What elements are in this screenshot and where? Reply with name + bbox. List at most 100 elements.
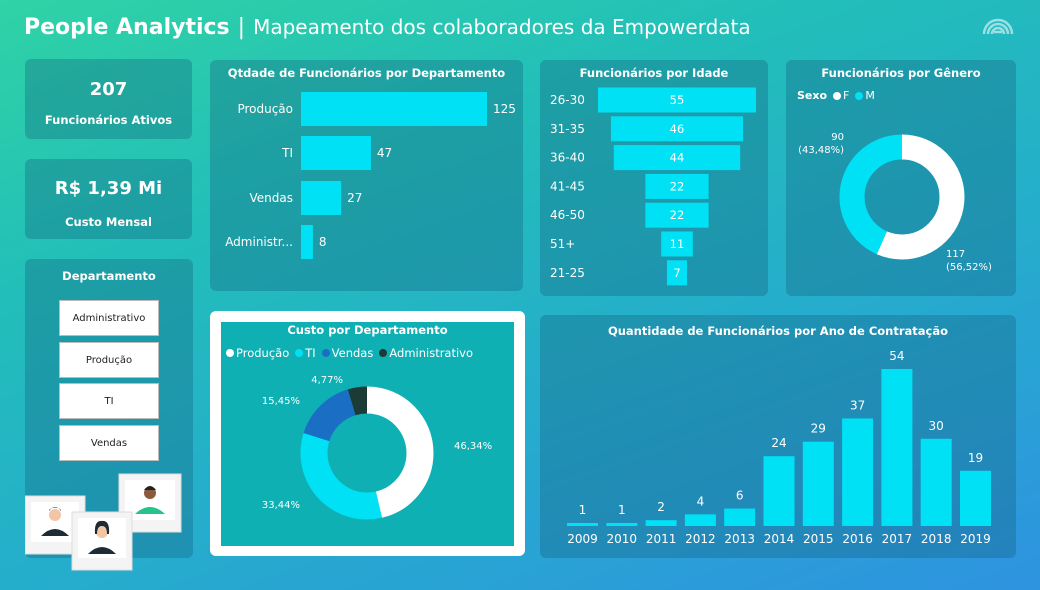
chart-title: Qtdade de Funcionários por Departamento	[227, 66, 506, 80]
tick-label: 2019	[960, 532, 991, 546]
bar	[881, 369, 913, 526]
tick-label: 2013	[724, 532, 755, 546]
bar	[301, 92, 487, 126]
data-label: 44	[670, 151, 685, 165]
bar	[724, 508, 756, 526]
kpi-employees-value: 207	[89, 79, 128, 100]
data-label: 22	[670, 208, 685, 222]
chart-card-hiring-year: Quantidade de Funcionários por Ano de Co…	[540, 315, 1016, 558]
data-label: 8	[319, 235, 327, 249]
data-label: 1	[618, 503, 626, 517]
legend-label: TI	[305, 346, 316, 360]
bar	[763, 456, 795, 526]
page-header: People Analytics | Mapeamento dos colabo…	[24, 10, 751, 44]
bar	[610, 116, 744, 142]
legend-swatch	[833, 91, 842, 100]
bar	[802, 441, 834, 526]
bar	[301, 181, 342, 215]
kpi-employees-label: Funcionários Ativos	[44, 113, 173, 127]
chart-title: Custo por Departamento	[287, 323, 448, 337]
page-title: People Analytics	[24, 14, 230, 40]
tick-label: 2014	[764, 532, 795, 546]
donut-slice	[839, 134, 965, 260]
kpi-cost-label: Custo Mensal	[65, 215, 152, 229]
slicer-option-administrativo[interactable]: Administrativo	[59, 300, 159, 336]
tick-label: 2018	[921, 532, 952, 546]
data-label: 6	[736, 489, 744, 503]
bar	[598, 87, 756, 113]
legend-item-administrativo[interactable]: Administrativo	[379, 346, 473, 360]
category-label: 51+	[550, 237, 575, 251]
kpi-card-cost: R$ 1,39 Mi Custo Mensal	[25, 159, 192, 239]
page-subtitle: Mapeamento dos colaboradores da Empowerd…	[253, 15, 751, 39]
empowerdata-logo-icon	[982, 18, 1014, 35]
data-label: 27	[347, 191, 362, 205]
legend-label: F	[843, 89, 850, 102]
category-label: Vendas	[250, 191, 294, 205]
data-label: 54	[889, 349, 904, 363]
category-label: Administr...	[225, 235, 293, 249]
category-label: 26-30	[550, 93, 585, 107]
bar	[842, 418, 874, 526]
chart-title: Quantidade de Funcionários por Ano de Co…	[607, 324, 949, 338]
bar	[613, 145, 741, 171]
data-label: 29	[811, 422, 826, 436]
legend-item-vendas[interactable]: Vendas	[321, 346, 373, 360]
category-label: 21-25	[550, 266, 585, 280]
cost-legend: Produção TI Vendas Administrativo	[226, 346, 479, 360]
slicer-option-producao[interactable]: Produção	[59, 342, 159, 378]
bar	[666, 260, 688, 286]
chart-card-department: Qtdade de Funcionários por Departamento …	[210, 60, 523, 291]
legend-item-f[interactable]: F	[833, 89, 849, 102]
data-label: 4,77%	[311, 375, 343, 386]
data-label: 55	[670, 93, 685, 107]
legend-item-ti[interactable]: TI	[295, 346, 316, 360]
data-label: 90	[831, 132, 844, 143]
data-label: 1	[579, 503, 587, 517]
tick-label: 2011	[646, 532, 677, 546]
gender-legend: Sexo F M	[797, 89, 881, 102]
category-label: TI	[281, 146, 293, 160]
bar	[920, 438, 952, 526]
legend-label: Produção	[236, 346, 290, 360]
category-label: 36-40	[550, 151, 585, 165]
data-label: 24	[771, 436, 786, 450]
slicer-option-ti[interactable]: TI	[59, 383, 159, 419]
category-label: 46-50	[550, 208, 585, 222]
bar	[960, 470, 991, 526]
chart-card-cost: Custo por Departamento Produção TI Venda…	[210, 311, 525, 556]
legend-swatch	[295, 349, 304, 357]
bar	[645, 520, 677, 526]
chart-card-age: Funcionários por Idade 26-30 55 31-35 46 36-…	[540, 60, 768, 296]
gender-donut-chart: 117 (56,52%) 90 (43,48%)	[798, 132, 992, 273]
category-label: 31-35	[550, 122, 585, 136]
bar	[645, 202, 709, 228]
data-label: 2	[657, 500, 665, 514]
slicer-title: Departamento	[62, 269, 156, 283]
slicer-option-vendas[interactable]: Vendas	[59, 425, 159, 461]
data-label: 30	[929, 419, 944, 433]
bar	[567, 523, 598, 526]
legend-item-producao[interactable]: Produção	[226, 346, 289, 360]
data-label: 15,45%	[262, 396, 300, 407]
gender-legend-title: Sexo	[797, 89, 828, 102]
legend-swatch	[226, 349, 234, 357]
legend-item-m[interactable]: M	[855, 89, 875, 102]
data-label: 19	[968, 451, 983, 465]
legend-swatch	[379, 349, 388, 357]
tick-label: 2009	[567, 532, 598, 546]
category-label: 41-45	[550, 179, 585, 193]
bar	[645, 173, 709, 199]
chart-title: Funcionários por Idade	[579, 66, 729, 80]
data-label: 33,44%	[262, 500, 300, 511]
tick-label: 2012	[685, 532, 716, 546]
kpi-cost-value: R$ 1,39 Mi	[54, 178, 163, 199]
legend-swatch	[855, 91, 864, 100]
data-label: 46,34%	[454, 441, 492, 452]
team-illustration-icon	[25, 473, 182, 571]
data-label: 117	[946, 249, 965, 260]
bar	[684, 514, 716, 526]
cost-donut-chart: 46,34% 33,44% 15,45% 4,77%	[262, 375, 492, 520]
tick-label: 2016	[842, 532, 873, 546]
legend-label: Administrativo	[389, 346, 474, 360]
